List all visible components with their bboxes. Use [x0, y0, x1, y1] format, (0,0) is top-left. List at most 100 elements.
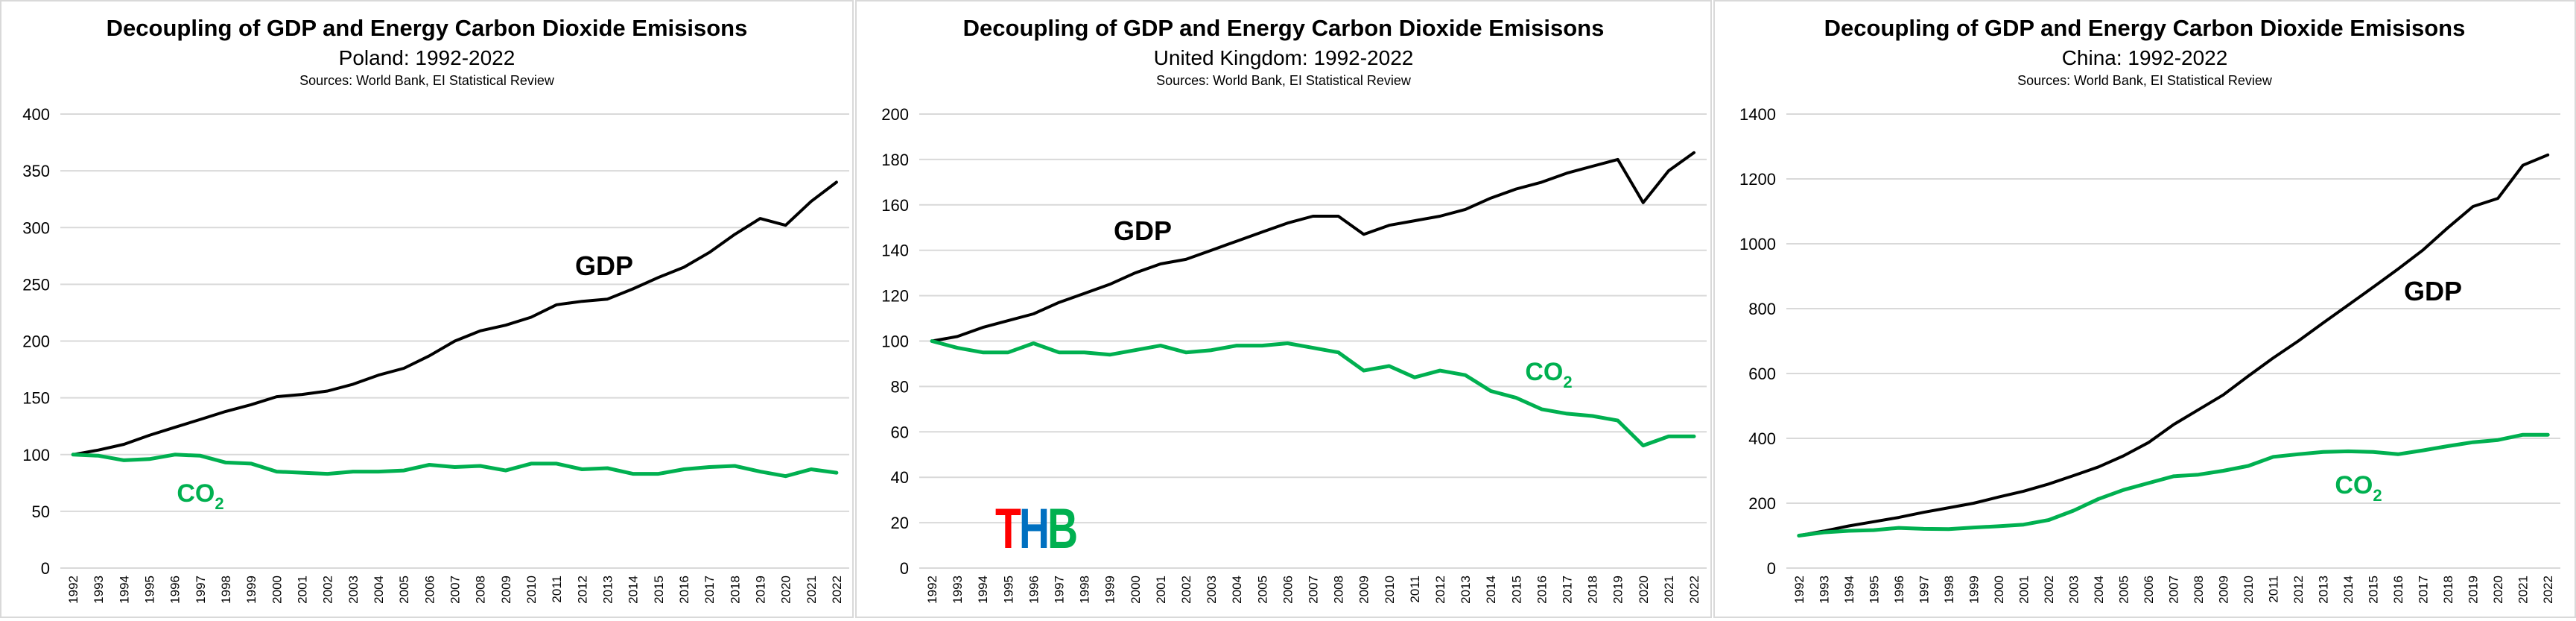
y-tick-label: 800	[1748, 300, 1776, 318]
gdp-series-label: GDP	[575, 250, 633, 281]
chart-sources: Sources: World Bank, EI Statistical Revi…	[1156, 73, 1411, 88]
x-tick-label: 1996	[1892, 576, 1906, 604]
x-tick-label: 1993	[92, 576, 106, 604]
x-tick-label: 2014	[2341, 576, 2355, 604]
chart-svg: 0 50 100 150 200 250 300 350 400 1992 1993 1994 1995…	[22, 105, 849, 604]
x-tick-label: 1994	[117, 576, 131, 604]
x-tick-label: 2011	[2267, 576, 2281, 603]
co2-series-label: CO2	[177, 479, 223, 513]
x-tick-label: 2008	[2192, 576, 2206, 604]
y-tick-label: 100	[881, 332, 909, 351]
x-tick-label: 2000	[1992, 576, 2006, 604]
x-tick-label: 2017	[2417, 576, 2431, 604]
x-tick-label: 2016	[1535, 576, 1549, 604]
y-tick-label: 200	[22, 332, 50, 351]
x-tick-label: 2020	[779, 576, 793, 604]
x-tick-label: 2002	[2042, 576, 2056, 604]
y-tick-label: 400	[22, 105, 50, 124]
x-tick-label: 1992	[66, 576, 80, 604]
y-tick-label: 300	[22, 218, 50, 237]
x-tick-label: 1998	[1078, 576, 1092, 604]
chart-subtitle: China: 1992-2022	[2061, 46, 2228, 69]
x-tick-label: 1998	[219, 576, 233, 604]
y-tick-label: 50	[32, 502, 50, 521]
x-tick-label: 1996	[168, 576, 183, 604]
x-tick-label: 1996	[1027, 576, 1041, 604]
x-tick-label: 2021	[805, 576, 819, 604]
y-tick-label: 0	[900, 559, 909, 578]
y-tick-label: 600	[1748, 365, 1776, 383]
series-line-co2	[930, 339, 1696, 448]
x-tick-label: 1999	[244, 576, 258, 604]
x-tick-label: 2018	[2441, 576, 2455, 604]
x-tick-label: 2019	[2466, 576, 2481, 604]
x-tick-label: 2000	[270, 576, 284, 604]
co2-series-label: CO2	[2335, 471, 2382, 505]
chart-panel-uk: Decoupling of GDP and Energy Carbon Diox…	[855, 0, 1712, 618]
co2-subscript: 2	[215, 494, 223, 513]
y-tick-label: 250	[22, 275, 50, 294]
chart-svg: 0 20 40 60 80 100 120 140 160 180 200 1992 1993 1994 1…	[881, 105, 1707, 604]
x-tick-label: 1992	[1792, 576, 1806, 604]
x-tick-label: 2007	[448, 576, 463, 604]
x-tick-label: 1999	[1967, 576, 1981, 604]
x-tick-label: 2021	[2516, 576, 2531, 604]
x-tick-label: 2017	[702, 576, 717, 604]
y-tick-label: 40	[891, 468, 909, 487]
y-tick-label: 400	[1748, 429, 1776, 448]
x-tick-label: 2006	[1281, 576, 1295, 604]
x-tick-label: 2019	[1611, 576, 1625, 604]
x-tick-label: 2015	[1509, 576, 1523, 604]
series-line-co2	[1797, 432, 2550, 538]
x-tick-label: 2008	[1332, 576, 1346, 604]
x-tick-label: 2005	[1255, 576, 1269, 604]
logo-letter-h: H	[1018, 497, 1050, 561]
x-tick-label: 1992	[925, 576, 939, 604]
x-tick-label: 2001	[296, 576, 310, 604]
x-tick-label: 2009	[1357, 576, 1371, 604]
thb-logo: THB	[995, 497, 1078, 561]
x-tick-label: 2022	[1687, 576, 1701, 604]
chart-subtitle: United Kingdom: 1992-2022	[1153, 46, 1414, 69]
y-tick-label: 1200	[1739, 170, 1776, 189]
x-tick-label: 2008	[474, 576, 488, 604]
chart-title: Decoupling of GDP and Energy Carbon Diox…	[106, 15, 748, 41]
x-tick-label: 1993	[951, 576, 965, 604]
x-tick-label: 2013	[2317, 576, 2331, 604]
chart-title: Decoupling of GDP and Energy Carbon Diox…	[962, 15, 1605, 41]
y-tick-label: 0	[41, 559, 50, 578]
x-tick-label: 2013	[1459, 576, 1473, 604]
x-tick-label: 2021	[1662, 576, 1676, 604]
series-line-gdp	[930, 151, 1695, 343]
x-tick-label: 2010	[2242, 576, 2256, 604]
x-tick-label: 2010	[524, 576, 539, 604]
x-tick-label: 1997	[194, 576, 208, 604]
y-tick-label: 140	[881, 242, 909, 260]
x-tick-label: 2004	[2092, 576, 2106, 604]
x-tick-label: 2022	[2541, 576, 2555, 604]
logo-letter-b: B	[1047, 497, 1078, 561]
x-tick-label: 1997	[1917, 576, 1931, 604]
x-tick-label: 1995	[1001, 576, 1015, 604]
x-tick-label: 2005	[397, 576, 411, 604]
x-tick-label: 2015	[2367, 576, 2381, 604]
x-tick-label: 2009	[499, 576, 513, 604]
x-tick-label: 2012	[1433, 576, 1447, 604]
logo-letter-t: T	[995, 497, 1021, 561]
x-tick-label: 2011	[550, 576, 564, 603]
y-tick-label: 100	[22, 446, 50, 464]
chart-title: Decoupling of GDP and Energy Carbon Diox…	[1824, 15, 2466, 41]
gdp-series-label: GDP	[2404, 276, 2462, 306]
x-tick-label: 2004	[1230, 576, 1244, 604]
x-tick-label: 2007	[2167, 576, 2181, 604]
co2-subscript: 2	[1563, 373, 1572, 391]
x-tick-label: 1995	[1867, 576, 1881, 604]
y-tick-label: 350	[22, 162, 50, 180]
x-tick-label: 2010	[1383, 576, 1397, 604]
x-tick-label: 2006	[422, 576, 437, 604]
x-tick-label: 2012	[575, 576, 589, 604]
x-tick-label: 2001	[1154, 576, 1168, 604]
y-tick-label: 60	[891, 423, 909, 441]
x-tick-label: 2015	[652, 576, 666, 604]
x-tick-label: 2020	[2491, 576, 2505, 604]
